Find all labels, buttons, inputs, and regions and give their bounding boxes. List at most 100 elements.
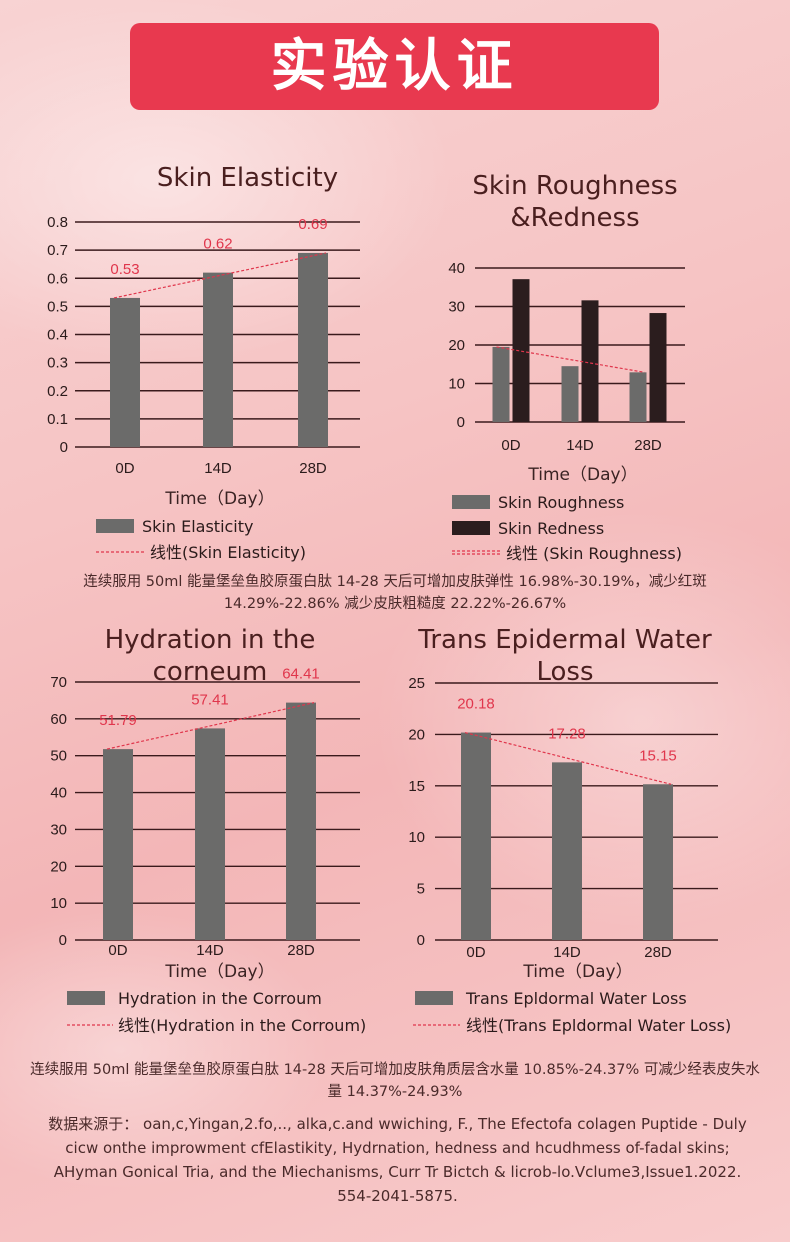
roughness-y-tick-label: 0 xyxy=(457,414,465,431)
hydration-y-tick-label: 70 xyxy=(50,674,67,691)
tewl-trend-legend-label: 线性(Trans Epldormal Water Loss) xyxy=(466,1016,731,1035)
tewl-x-tick-label: 0D xyxy=(466,944,485,961)
hydration-chart-title: Hydration in the corneum xyxy=(104,625,316,687)
tewl-y-tick-label: 10 xyxy=(408,829,425,846)
hydration-y-tick-label: 30 xyxy=(50,821,67,838)
elasticity-x-tick-label: 28D xyxy=(299,460,327,477)
elasticity-bar-series1 xyxy=(298,252,328,447)
roughness-x-axis-label: Time（Day） xyxy=(527,465,637,485)
tewl-legend-label: Trans Epldormal Water Loss xyxy=(465,989,687,1008)
roughness-trend-legend-label: 线性 (Skin Roughness) xyxy=(506,544,682,563)
tewl-legend-swatch xyxy=(415,991,453,1005)
tewl-y-tick-label: 20 xyxy=(408,726,425,743)
tewl-data-label: 20.18 xyxy=(457,696,495,713)
elasticity-y-tick-label: 0.6 xyxy=(47,270,68,287)
hydration-bar-series1 xyxy=(103,749,133,940)
tewl-x-axis-label: Time（Day） xyxy=(522,962,632,982)
tewl-y-tick-label: 15 xyxy=(408,778,425,795)
elasticity-legend-label: Skin Elasticity xyxy=(142,517,254,536)
hydration-x-tick-label: 0D xyxy=(108,942,127,959)
roughness-bar-series2 xyxy=(581,300,599,422)
page-title: 实验认证 xyxy=(270,34,519,99)
tewl-bar-series1 xyxy=(643,784,673,940)
hydration-legend-label: Hydration in the Corroum xyxy=(118,989,322,1008)
hydration-y-tick-label: 50 xyxy=(50,748,67,765)
note-hydration-results: 连续服用 50ml 能量堡垒鱼胶原蛋白肽 14-28 天后可增加皮肤角质层含水量… xyxy=(30,1062,760,1100)
roughness-title-line-1: Skin Roughness xyxy=(472,171,678,201)
tewl-y-tick-label: 5 xyxy=(417,881,425,898)
elasticity-trend-legend-label: 线性(Skin Elasticity) xyxy=(150,543,306,562)
elasticity-data-label: 0.53 xyxy=(110,261,139,278)
hydration-y-tick-label: 60 xyxy=(50,711,67,728)
hydration-data-label: 57.41 xyxy=(191,691,229,708)
roughness-y-tick-label: 30 xyxy=(448,299,465,316)
roughness-y-tick-label: 10 xyxy=(448,376,465,393)
hydration-x-axis-label: Time（Day） xyxy=(164,962,274,982)
hydration-data-label: 64.41 xyxy=(282,666,320,683)
elasticity-bar-series1 xyxy=(110,297,140,447)
elasticity-data-label: 0.62 xyxy=(203,236,232,253)
hydration-y-tick-label: 40 xyxy=(50,785,67,802)
hydration-y-tick-label: 10 xyxy=(50,895,67,912)
roughness-legend-label: Skin Roughness xyxy=(498,493,624,512)
tewl-data-label: 15.15 xyxy=(639,747,677,764)
roughness-chart-title: Skin Roughness &Redness xyxy=(420,170,730,234)
elasticity-y-tick-label: 0.4 xyxy=(47,327,68,344)
hydration-trend-line xyxy=(106,702,315,750)
elasticity-y-tick-label: 0.1 xyxy=(47,411,68,428)
elasticity-y-tick-label: 0 xyxy=(60,439,68,456)
hydration-y-tick-label: 20 xyxy=(50,858,67,875)
roughness-y-tick-label: 40 xyxy=(448,260,465,277)
hydration-bar-series1 xyxy=(286,702,316,940)
tewl-data-label: 17.28 xyxy=(548,725,586,742)
tewl-chart-title: Trans Epidermal Water Loss xyxy=(418,625,712,687)
hydration-trend-legend-label: 线性(Hydration in the Corroum) xyxy=(118,1016,366,1035)
roughness-x-tick-label: 14D xyxy=(566,437,594,454)
hydration-bar-series1 xyxy=(195,728,225,940)
roughness-bar-series1 xyxy=(492,346,510,422)
hydration-x-tick-label: 28D xyxy=(287,942,315,959)
roughness-x-tick-label: 28D xyxy=(634,437,662,454)
note-skin-results: 连续服用 50ml 能量堡垒鱼胶原蛋白肽 14-28 天后可增加皮肤弹性 16.… xyxy=(83,574,707,612)
roughness-bar-series2 xyxy=(512,279,530,422)
hydration-legend-swatch xyxy=(67,991,105,1005)
elasticity-y-tick-label: 0.5 xyxy=(47,298,68,315)
redness-legend-label: Skin Redness xyxy=(498,519,604,538)
elasticity-chart-title: Skin Elasticity xyxy=(156,163,339,193)
elasticity-bar-series1 xyxy=(203,272,233,447)
roughness-y-tick-label: 20 xyxy=(448,337,465,354)
roughness-bar-series1 xyxy=(629,372,647,422)
roughness-trend-line xyxy=(496,346,645,373)
header-banner: 实验认证 xyxy=(130,23,659,110)
elasticity-y-tick-label: 0.7 xyxy=(47,242,68,259)
elasticity-x-tick-label: 14D xyxy=(204,460,232,477)
data-source-citation: 数据来源于： oan,c,Yingan,2.fo,.., alka,c.and … xyxy=(48,1115,747,1205)
roughness-legend-swatch xyxy=(452,495,490,509)
roughness-bar-series1 xyxy=(561,366,579,422)
tewl-bar-series1 xyxy=(552,762,582,940)
elasticity-y-tick-label: 0.8 xyxy=(47,214,68,231)
tewl-bar-series1 xyxy=(461,732,491,940)
elasticity-trend-line xyxy=(113,252,327,299)
elasticity-data-label: 0.69 xyxy=(298,216,327,233)
hydration-y-tick-label: 0 xyxy=(59,932,67,949)
tewl-y-tick-label: 0 xyxy=(417,932,425,949)
elasticity-y-tick-label: 0.2 xyxy=(47,383,68,400)
hydration-data-label: 51.79 xyxy=(99,712,137,729)
redness-legend-swatch xyxy=(452,521,490,535)
elasticity-legend-swatch xyxy=(96,519,134,533)
roughness-x-tick-label: 0D xyxy=(501,437,520,454)
elasticity-y-tick-label: 0.3 xyxy=(47,355,68,372)
roughness-title-line-2: &Redness xyxy=(510,203,640,233)
hydration-x-tick-label: 14D xyxy=(196,942,224,959)
tewl-y-tick-label: 25 xyxy=(408,675,425,692)
tewl-x-tick-label: 28D xyxy=(644,944,672,961)
tewl-x-tick-label: 14D xyxy=(553,944,581,961)
elasticity-x-axis-label: Time（Day） xyxy=(164,489,274,509)
tewl-trend-line xyxy=(464,731,672,785)
elasticity-x-tick-label: 0D xyxy=(115,460,134,477)
